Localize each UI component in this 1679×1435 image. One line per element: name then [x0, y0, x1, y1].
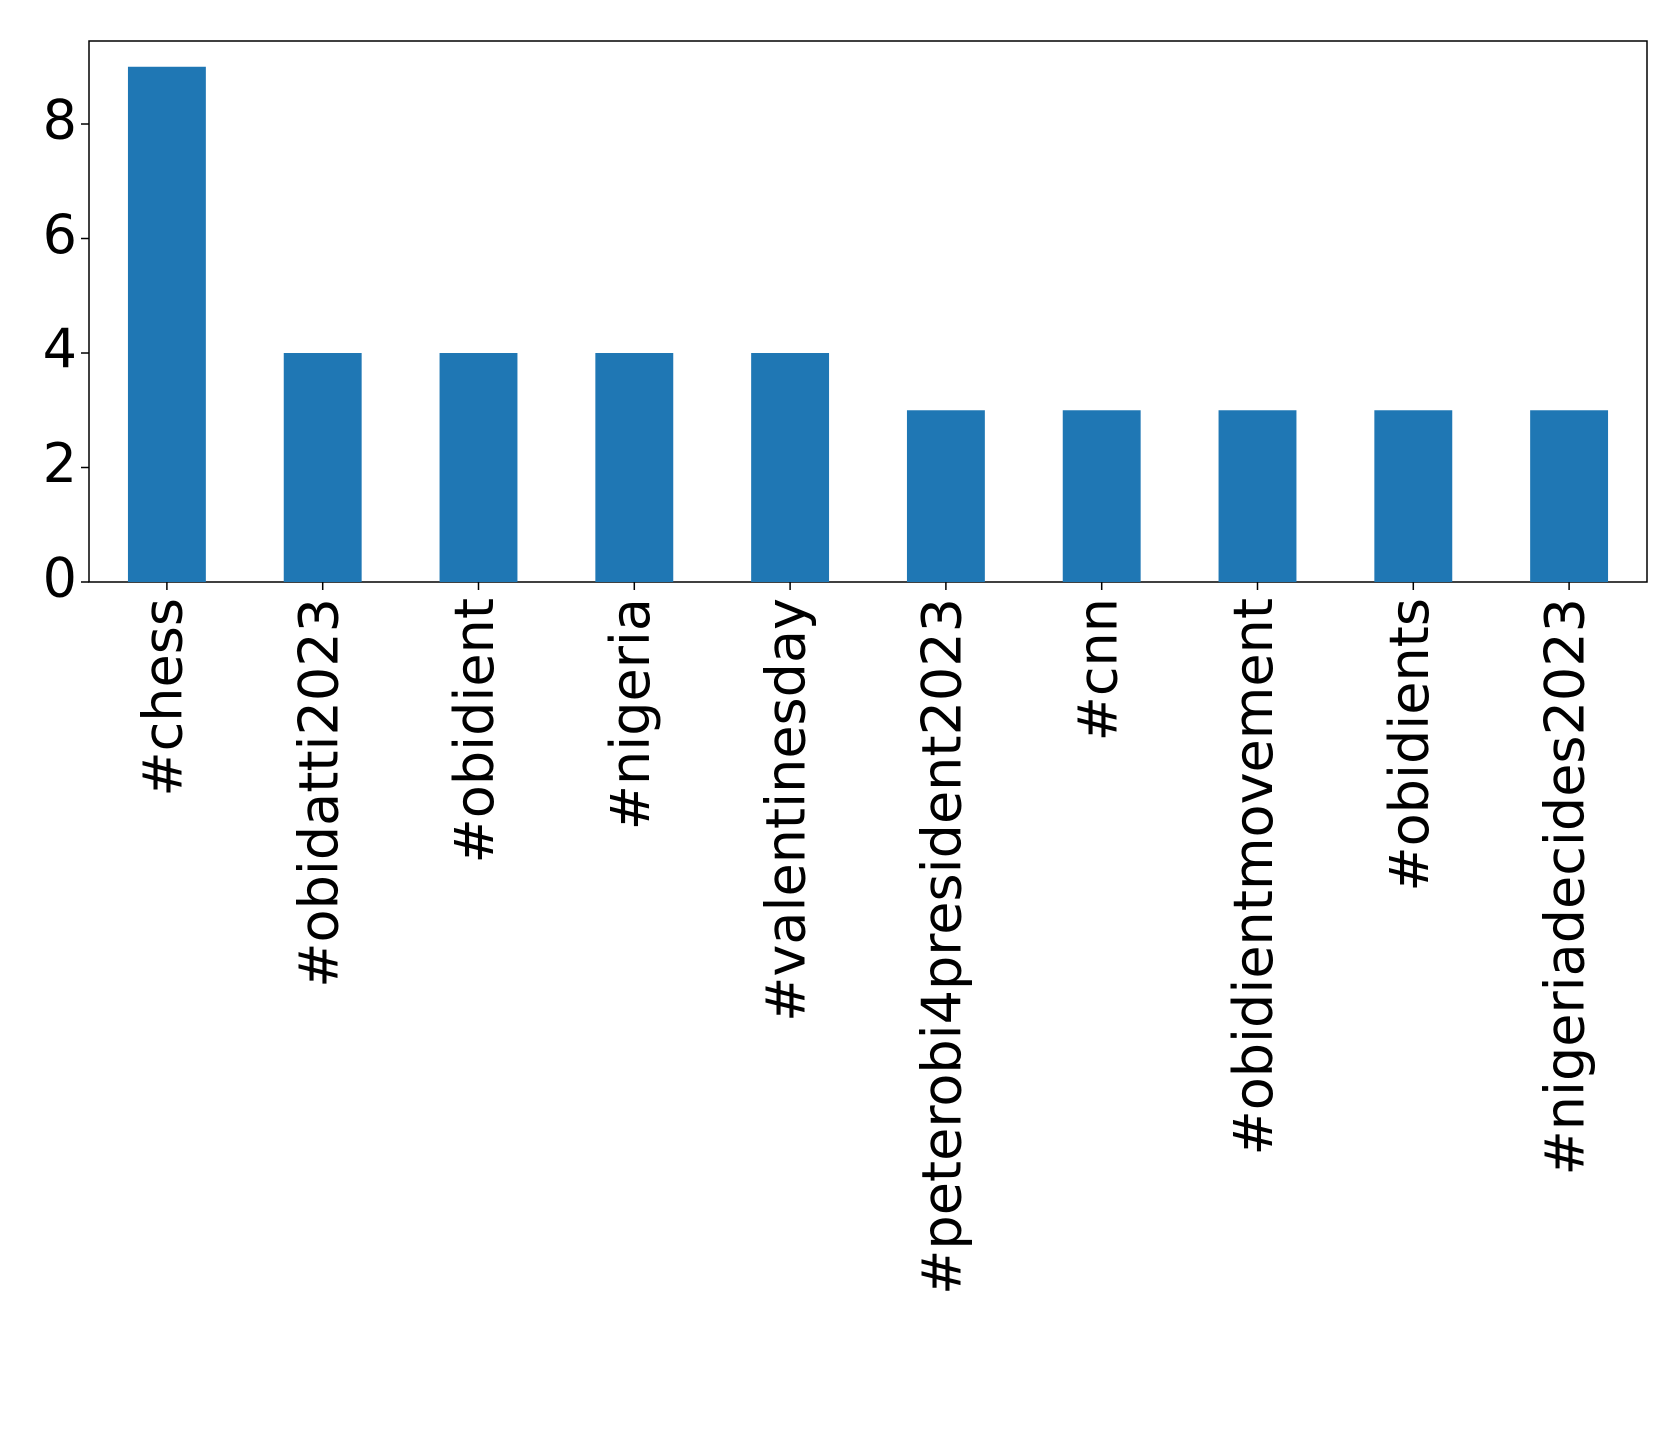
bar: [283, 353, 362, 582]
y-tick-label: 2: [43, 432, 77, 495]
bar: [1530, 410, 1609, 582]
y-tick-label: 8: [43, 89, 77, 152]
x-tick-label: #cnn: [1066, 598, 1129, 741]
x-tick-label: #obidatti2023: [287, 598, 350, 988]
x-tick-label: #peterobi4president2023: [911, 598, 974, 1295]
bar: [595, 353, 674, 582]
x-tick-label: #obidient: [443, 598, 506, 863]
bar: [1374, 410, 1453, 582]
plot-frame: [88, 40, 1648, 583]
bar: [751, 353, 830, 582]
x-tick-label: #nigeria: [599, 598, 662, 830]
bar: [439, 353, 518, 582]
bar: [906, 410, 985, 582]
y-tick-label: 0: [43, 547, 77, 610]
x-tick-label: #valentinesday: [755, 598, 818, 1022]
x-tick-label: #nigeriadecides2023: [1534, 598, 1597, 1176]
x-tick-label: #obidientmovement: [1222, 598, 1285, 1156]
bar: [1062, 410, 1141, 582]
y-tick-label: 6: [43, 203, 77, 266]
y-tick-label: 4: [43, 318, 77, 381]
x-tick-label: #obidients: [1378, 598, 1441, 892]
bar: [127, 66, 206, 582]
bar: [1218, 410, 1297, 582]
x-tick-label: #chess: [132, 598, 195, 797]
